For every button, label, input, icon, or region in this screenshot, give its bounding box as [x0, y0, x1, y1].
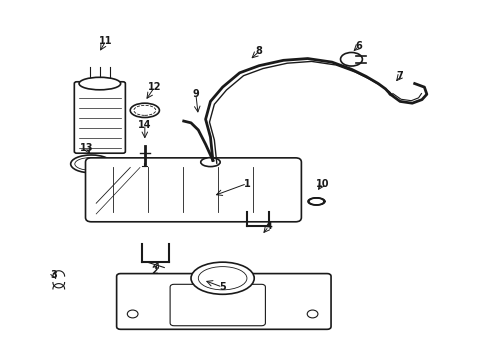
Ellipse shape [71, 155, 112, 173]
Ellipse shape [340, 53, 362, 66]
Text: 4: 4 [265, 221, 272, 231]
Ellipse shape [127, 310, 138, 318]
Ellipse shape [79, 77, 121, 90]
Text: 3: 3 [50, 270, 57, 280]
Text: 11: 11 [99, 36, 112, 46]
Text: 14: 14 [138, 120, 151, 130]
FancyBboxPatch shape [74, 82, 125, 153]
FancyBboxPatch shape [85, 158, 301, 222]
Ellipse shape [130, 103, 159, 117]
Ellipse shape [306, 310, 317, 318]
Ellipse shape [134, 105, 156, 115]
Text: 10: 10 [315, 179, 328, 189]
FancyBboxPatch shape [170, 284, 265, 326]
Text: 7: 7 [396, 71, 403, 81]
Ellipse shape [201, 158, 220, 167]
Text: 6: 6 [355, 41, 362, 51]
Ellipse shape [191, 262, 254, 294]
Text: 12: 12 [147, 82, 161, 92]
Ellipse shape [75, 157, 108, 170]
Text: 9: 9 [192, 89, 199, 99]
Text: 8: 8 [255, 46, 262, 57]
Text: 1: 1 [243, 179, 250, 189]
Text: 2: 2 [151, 266, 158, 276]
Text: 5: 5 [219, 282, 225, 292]
FancyBboxPatch shape [116, 274, 330, 329]
Ellipse shape [198, 267, 246, 290]
Text: 13: 13 [80, 143, 93, 153]
